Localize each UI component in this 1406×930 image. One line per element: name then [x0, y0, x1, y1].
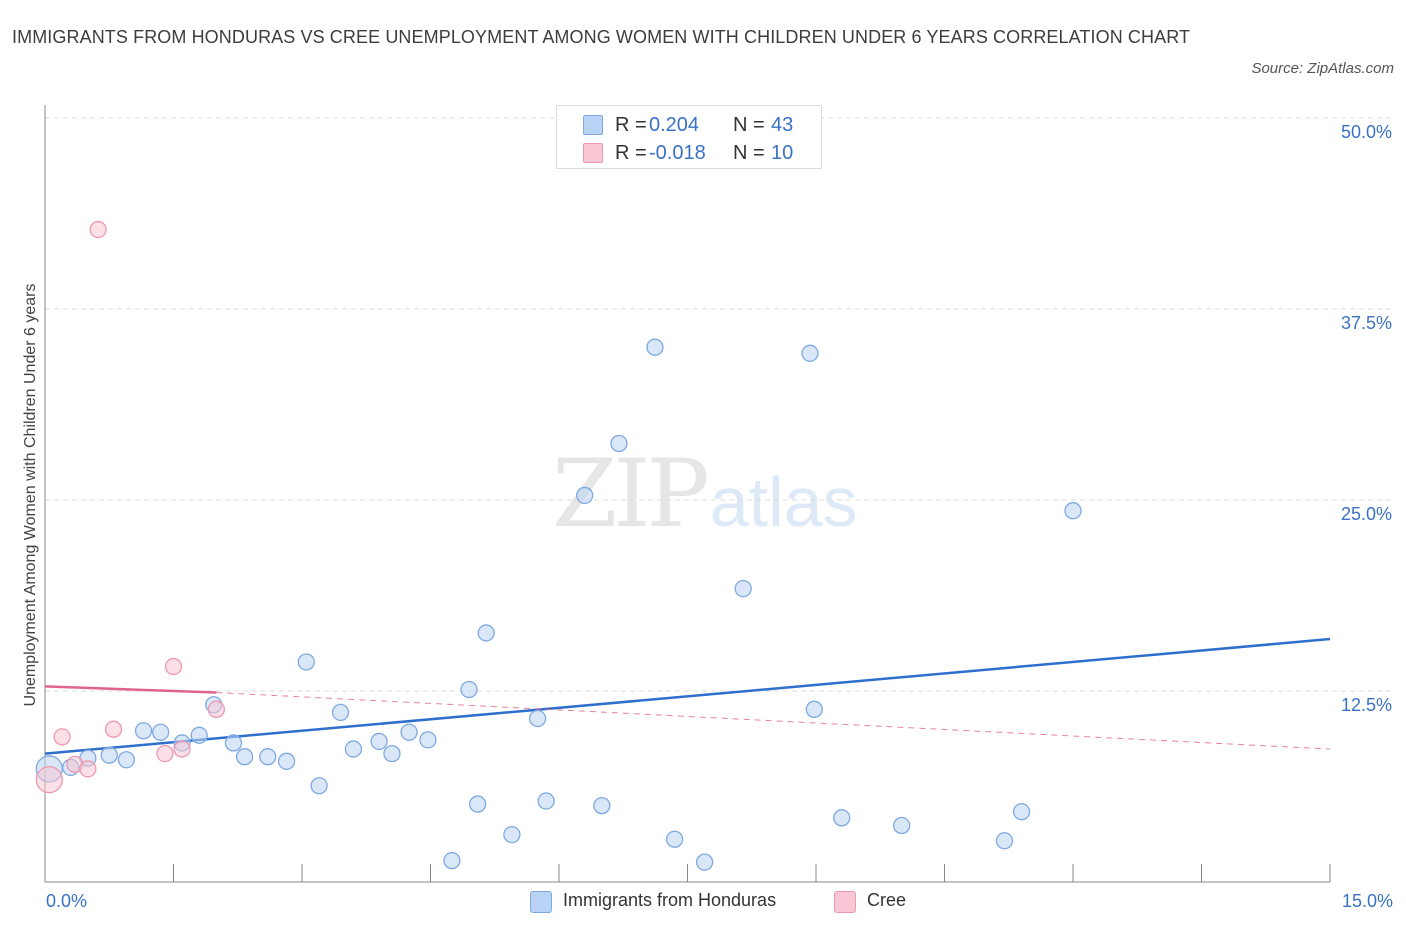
cree-point-0	[35, 765, 63, 794]
honduras-point-31	[610, 434, 628, 453]
honduras-point-35	[734, 579, 752, 598]
legend-item-cree[interactable]: Cree	[834, 889, 924, 913]
axes	[44, 105, 1331, 883]
n-label: N =	[733, 114, 765, 136]
chart-title: IMMIGRANTS FROM HONDURAS VS CREE UNEMPLO…	[12, 27, 1191, 47]
cree-point-5	[104, 720, 123, 738]
honduras-trend-line	[44, 637, 1331, 755]
honduras-point-34	[695, 853, 714, 871]
honduras-point-20	[400, 723, 418, 741]
honduras-point-30	[593, 796, 611, 815]
honduras-point-14	[297, 653, 315, 671]
honduras-point-5	[134, 722, 153, 740]
honduras-point-26	[503, 825, 521, 844]
data-points	[35, 220, 1082, 871]
honduras-point-6	[151, 723, 170, 741]
r-label: R =	[615, 114, 647, 136]
source-label: Source: ZipAtlas.com	[1251, 60, 1394, 77]
honduras-point-8	[190, 726, 208, 744]
x-tick-label-min: 0.0%	[46, 891, 88, 911]
trend-lines	[44, 637, 1331, 755]
cree-point-8	[173, 740, 191, 758]
n-value: 43	[771, 114, 794, 136]
r-value: -0.018	[649, 142, 706, 164]
cree-point-6	[156, 744, 174, 763]
honduras-point-39	[893, 816, 911, 835]
x-tick-label-max: 15.0%	[1341, 891, 1393, 911]
honduras-point-42	[1064, 502, 1082, 520]
honduras-point-33	[666, 830, 684, 848]
legend-label-cree: Cree	[867, 890, 907, 910]
y-tick-label-2: 37.5%	[1340, 313, 1392, 333]
cree-point-7	[164, 657, 183, 676]
honduras-point-23	[460, 680, 478, 699]
honduras-point-10	[224, 734, 243, 752]
honduras-point-37	[805, 700, 823, 718]
watermark-atlas: atlas	[709, 463, 858, 541]
grid-lines	[45, 117, 1392, 692]
cree-point-3	[79, 760, 97, 778]
honduras-point-40	[995, 832, 1014, 850]
honduras-point-3	[100, 746, 118, 764]
cree-point-1	[53, 728, 71, 746]
cree-point-4	[89, 220, 107, 239]
honduras-point-13	[277, 752, 296, 770]
cree-trend-extension	[216, 692, 1331, 750]
honduras-point-24	[468, 795, 487, 813]
legend-item-honduras[interactable]: Immigrants from Honduras	[530, 889, 810, 913]
y-tick-label-3: 50.0%	[1340, 122, 1392, 142]
legend-label-honduras: Immigrants from Honduras	[563, 890, 777, 910]
y-tick-label-1: 25.0%	[1340, 504, 1392, 524]
y-tick-label-0: 12.5%	[1340, 695, 1392, 715]
honduras-point-4	[117, 751, 136, 769]
honduras-point-38	[833, 809, 851, 827]
honduras-point-12	[259, 748, 277, 766]
honduras-point-41	[1012, 803, 1031, 821]
honduras-point-28	[537, 792, 555, 810]
honduras-point-36	[801, 344, 819, 362]
legend-swatch-cree	[834, 891, 856, 913]
honduras-swatch	[583, 115, 603, 135]
legend-swatch-honduras	[530, 891, 552, 913]
honduras-point-25	[477, 624, 495, 642]
honduras-point-32	[646, 338, 664, 356]
honduras-point-16	[331, 703, 350, 722]
n-label: N =	[733, 142, 765, 164]
cree-swatch	[583, 143, 603, 163]
r-label: R =	[615, 142, 647, 164]
honduras-point-22	[443, 851, 461, 870]
honduras-point-29	[576, 486, 594, 505]
r-value: 0.204	[649, 114, 700, 136]
n-value: 10	[771, 142, 794, 164]
honduras-point-11	[235, 748, 254, 766]
honduras-point-27	[528, 709, 547, 728]
honduras-point-17	[344, 740, 363, 758]
cree-trend-line	[44, 685, 217, 694]
correlation-stats-box: R = 0.204 N = 43 R = -0.018 N = 10	[556, 105, 822, 169]
honduras-point-18	[370, 732, 388, 751]
cree-point-9	[207, 700, 225, 718]
honduras-point-21	[419, 731, 437, 749]
honduras-point-15	[310, 777, 328, 795]
honduras-point-19	[383, 744, 401, 763]
